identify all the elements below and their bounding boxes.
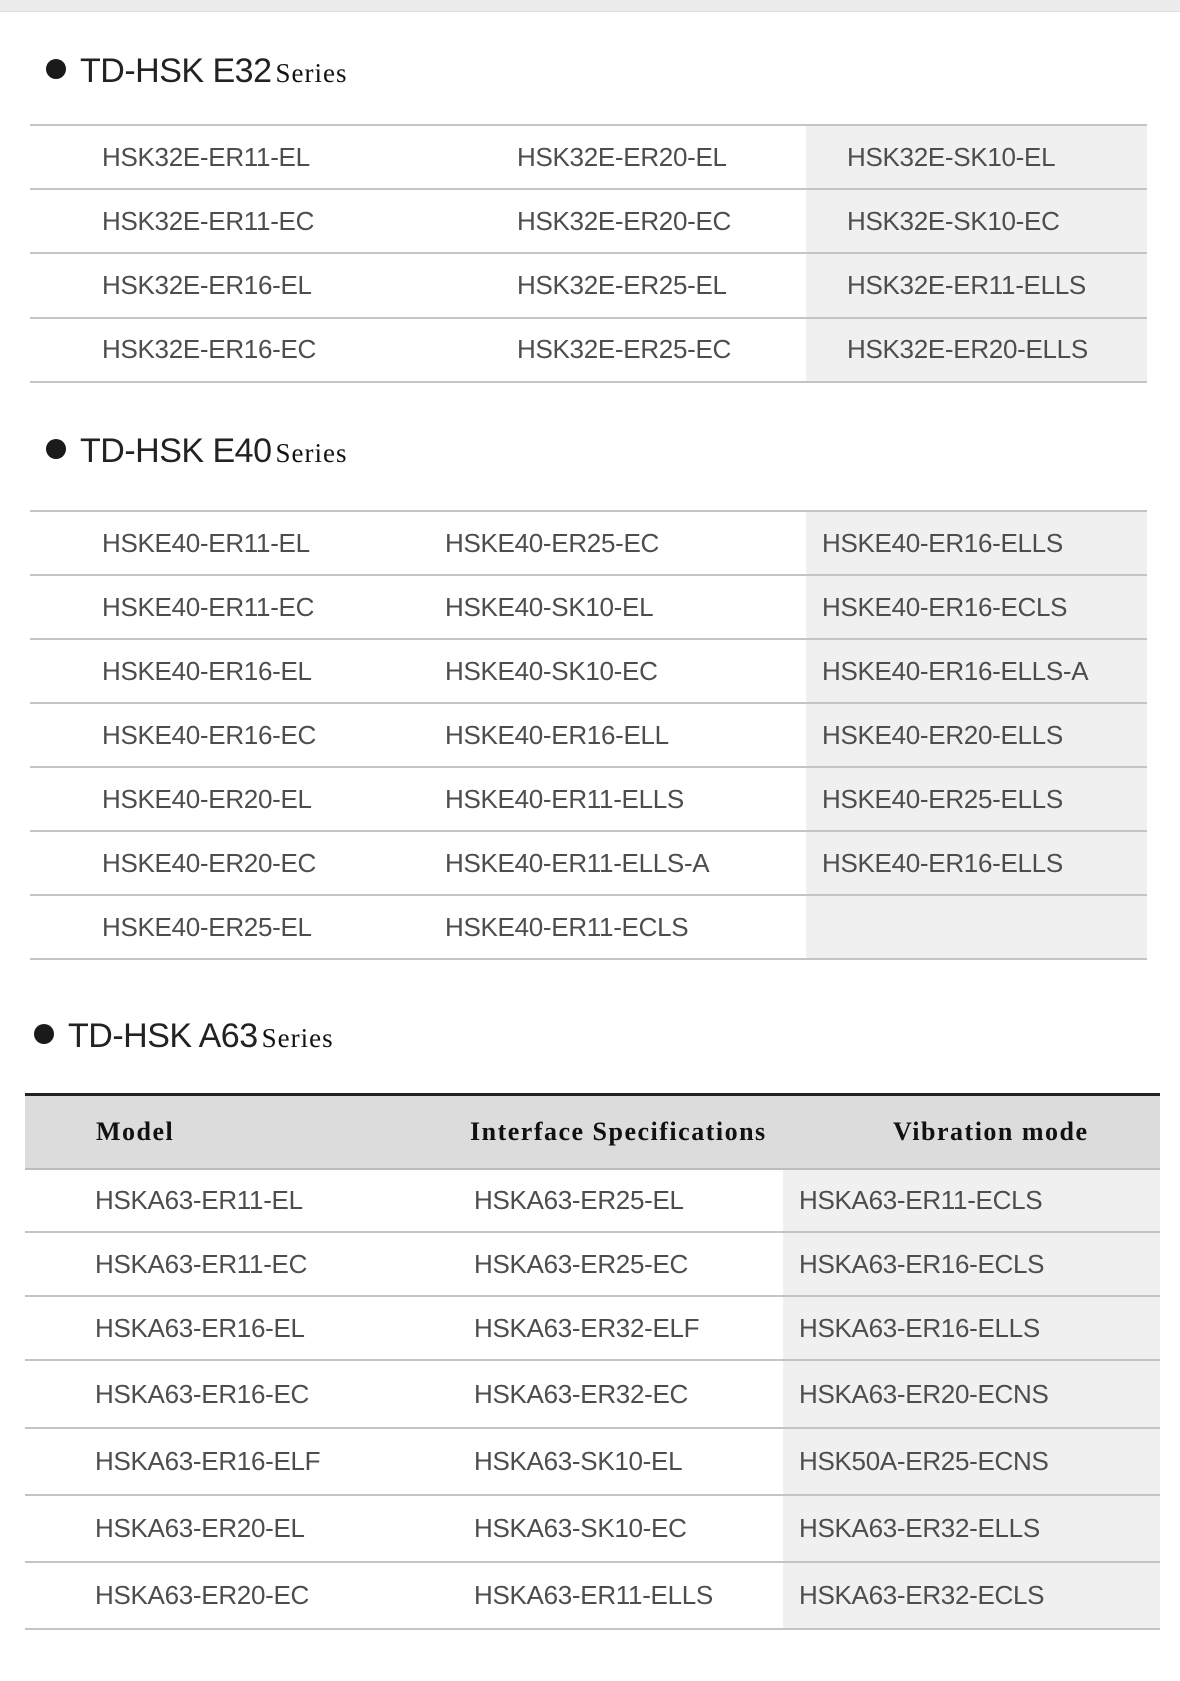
model-cell: HSKA63-ER16-ELLS: [799, 1312, 1040, 1343]
bullet-icon: [46, 439, 66, 459]
model-cell: HSKA63-ER11-ECLS: [799, 1185, 1043, 1215]
model-cell: HSK32E-ER20-ELLS: [847, 334, 1088, 365]
model-cell: HSKA63-ER16-EC: [95, 1378, 309, 1409]
model-cell: HSKA63-ER32-ECLS: [799, 1580, 1045, 1610]
table-row: HSKA63-ER20-EL HSKA63-SK10-EC HSKA63-ER32-…: [25, 1496, 1160, 1563]
model-cell: HSKE40-ER16-ELLS: [822, 527, 1063, 558]
model-cell: HSKA63-ER25-EC: [474, 1248, 688, 1279]
table-top-rule: [30, 510, 1147, 512]
header-cell: Interface Specifications: [470, 1117, 767, 1146]
model-cell: HSKE40-ER16-ECLS: [822, 591, 1068, 622]
model-cell: HSKE40-ER11-ECLS: [445, 911, 689, 942]
model-cell: HSKA63-ER16-ELF: [95, 1446, 321, 1476]
model-cell: HSKA63-ER32-ELLS: [799, 1513, 1040, 1543]
model-cell: HSKE40-ER20-EC: [102, 847, 316, 878]
model-cell: HSKE40-ER25-EL: [102, 911, 312, 942]
model-cell: HSKE40-ER25-ELLS: [822, 783, 1063, 814]
model-cell: HSK32E-ER16-EL: [102, 269, 312, 300]
top-bar: [0, 0, 1180, 12]
header-cell: Model: [96, 1117, 175, 1146]
model-cell: HSK32E-SK10-EL: [847, 141, 1056, 172]
table-header: Model Interface Specifications Vibration m…: [25, 1093, 1160, 1170]
bullet-icon: [46, 59, 66, 79]
model-cell: HSKE40-ER25-EC: [445, 527, 659, 558]
model-cell: HSKA63-ER20-EL: [95, 1513, 305, 1543]
model-cell: HSK32E-ER11-EL: [102, 141, 310, 172]
model-cell: HSK32E-ER20-EC: [517, 205, 731, 236]
table-row: HSKE40-ER11-EC HSKE40-SK10-EL HSKE40-ER16-…: [30, 576, 1147, 640]
model-cell: HSKE40-SK10-EL: [445, 591, 654, 622]
model-cell: HSK32E-ER11-ELLS: [847, 269, 1086, 300]
section-title: TD-HSK E40: [80, 432, 272, 470]
section-heading: TD-HSK E40 Series: [46, 432, 347, 471]
model-cell: HSK32E-ER25-EL: [517, 269, 727, 300]
shaded-column: [806, 512, 1147, 960]
model-cell: HSKE40-ER16-EC: [102, 719, 316, 750]
table-row: HSKA63-ER16-EC HSKA63-ER32-EC HSKA63-ER20-…: [25, 1361, 1160, 1429]
table-row: HSKA63-ER20-EC HSKA63-ER11-ELLS HSKA63-ER3…: [25, 1563, 1160, 1630]
model-cell: HSKE40-ER16-ELLS: [822, 847, 1063, 878]
table-top-rule: [30, 124, 1147, 126]
model-table: Model Interface Specifications Vibration m…: [25, 1093, 1160, 1630]
table-row: HSKE40-ER20-EC HSKE40-ER11-ELLS-A HSKE40-E…: [30, 832, 1147, 896]
section-heading: TD-HSK E32 Series: [46, 52, 347, 91]
table-row: HSKE40-ER11-EL HSKE40-ER25-EC HSKE40-ER16-…: [30, 512, 1147, 576]
model-cell: HSK50A-ER25-ECNS: [799, 1446, 1049, 1476]
model-cell: HSKE40-ER20-EL: [102, 783, 312, 814]
table-row: HSKE40-ER25-EL HSKE40-ER11-ECLS: [30, 896, 1147, 960]
model-cell: HSKA63-ER11-ELLS: [474, 1580, 713, 1610]
model-cell: HSKE40-ER16-ELL: [445, 719, 669, 750]
model-cell: HSKE40-ER11-ELLS-A: [445, 847, 710, 878]
shaded-column: [806, 126, 1147, 383]
section-suffix: Series: [275, 438, 348, 468]
model-cell: HSKE40-ER16-ELLS-A: [822, 655, 1089, 686]
table-row: HSK32E-ER16-EL HSK32E-ER25-EL HSK32E-ER11-…: [30, 254, 1147, 319]
section-title: TD-HSK A63: [68, 1017, 258, 1055]
section-suffix: Series: [261, 1023, 334, 1053]
section-title: TD-HSK E32: [80, 52, 272, 90]
table-row: HSKA63-ER11-EL HSKA63-ER25-EL HSKA63-ER11-…: [25, 1170, 1160, 1233]
model-cell: HSKE40-ER11-EL: [102, 527, 310, 558]
model-cell: HSKE40-SK10-EC: [445, 655, 658, 686]
table-row: HSKA63-ER16-EL HSKA63-ER32-ELF HSKA63-ER16…: [25, 1297, 1160, 1361]
section-suffix: Series: [275, 58, 348, 88]
model-table: HSKE40-ER11-EL HSKE40-ER25-EC HSKE40-ER16-…: [30, 510, 1147, 960]
table-row: HSKE40-ER16-EL HSKE40-SK10-EC HSKE40-ER16-…: [30, 640, 1147, 704]
table-row: HSKE40-ER16-EC HSKE40-ER16-ELL HSKE40-ER20…: [30, 704, 1147, 768]
model-cell: HSKA63-ER16-ECLS: [799, 1248, 1045, 1279]
shaded-column: [783, 1170, 1160, 1630]
model-cell: HSKA63-ER20-ECNS: [799, 1378, 1049, 1409]
model-cell: HSKA63-ER25-EL: [474, 1185, 684, 1215]
header-cell: Vibration mode: [893, 1117, 1089, 1146]
model-cell: HSKA63-ER20-EC: [95, 1580, 309, 1610]
model-cell: HSKA63-ER32-ELF: [474, 1312, 700, 1343]
model-cell: HSKE40-ER16-EL: [102, 655, 312, 686]
section-heading: TD-HSK A63 Series: [34, 1017, 334, 1056]
table-row: HSK32E-ER11-EL HSK32E-ER20-EL HSK32E-SK10-…: [30, 126, 1147, 191]
model-cell: HSK32E-ER20-EL: [517, 141, 727, 172]
model-cell: HSKA63-ER16-EL: [95, 1312, 305, 1343]
model-cell: HSKA63-SK10-EL: [474, 1446, 683, 1476]
table-row: HSKE40-ER20-EL HSKE40-ER11-ELLS HSKE40-ER2…: [30, 768, 1147, 832]
model-cell: HSK32E-ER11-EC: [102, 205, 315, 236]
model-cell: HSKE40-ER11-ELLS: [445, 783, 684, 814]
model-cell: HSKA63-ER32-EC: [474, 1378, 688, 1409]
model-cell: HSK32E-ER16-EC: [102, 334, 316, 365]
table-row: HSK32E-ER11-EC HSK32E-ER20-EC HSK32E-SK10-…: [30, 190, 1147, 255]
bullet-icon: [34, 1024, 54, 1044]
model-cell: HSKE40-ER11-EC: [102, 591, 315, 622]
model-cell: HSKA63-ER11-EL: [95, 1185, 303, 1215]
model-cell: HSK32E-SK10-EC: [847, 205, 1060, 236]
model-table: HSK32E-ER11-EL HSK32E-ER20-EL HSK32E-SK10-…: [30, 124, 1147, 383]
model-cell: HSKA63-ER11-EC: [95, 1248, 308, 1279]
table-row: HSKA63-ER16-ELF HSKA63-SK10-EL HSK50A-ER25…: [25, 1429, 1160, 1496]
model-cell: HSKA63-SK10-EC: [474, 1513, 687, 1543]
model-cell: HSKE40-ER20-ELLS: [822, 719, 1063, 750]
table-row: HSKA63-ER11-EC HSKA63-ER25-EC HSKA63-ER16-…: [25, 1233, 1160, 1297]
model-cell: HSK32E-ER25-EC: [517, 334, 731, 365]
table-row: HSK32E-ER16-EC HSK32E-ER25-EC HSK32E-ER20-…: [30, 319, 1147, 383]
